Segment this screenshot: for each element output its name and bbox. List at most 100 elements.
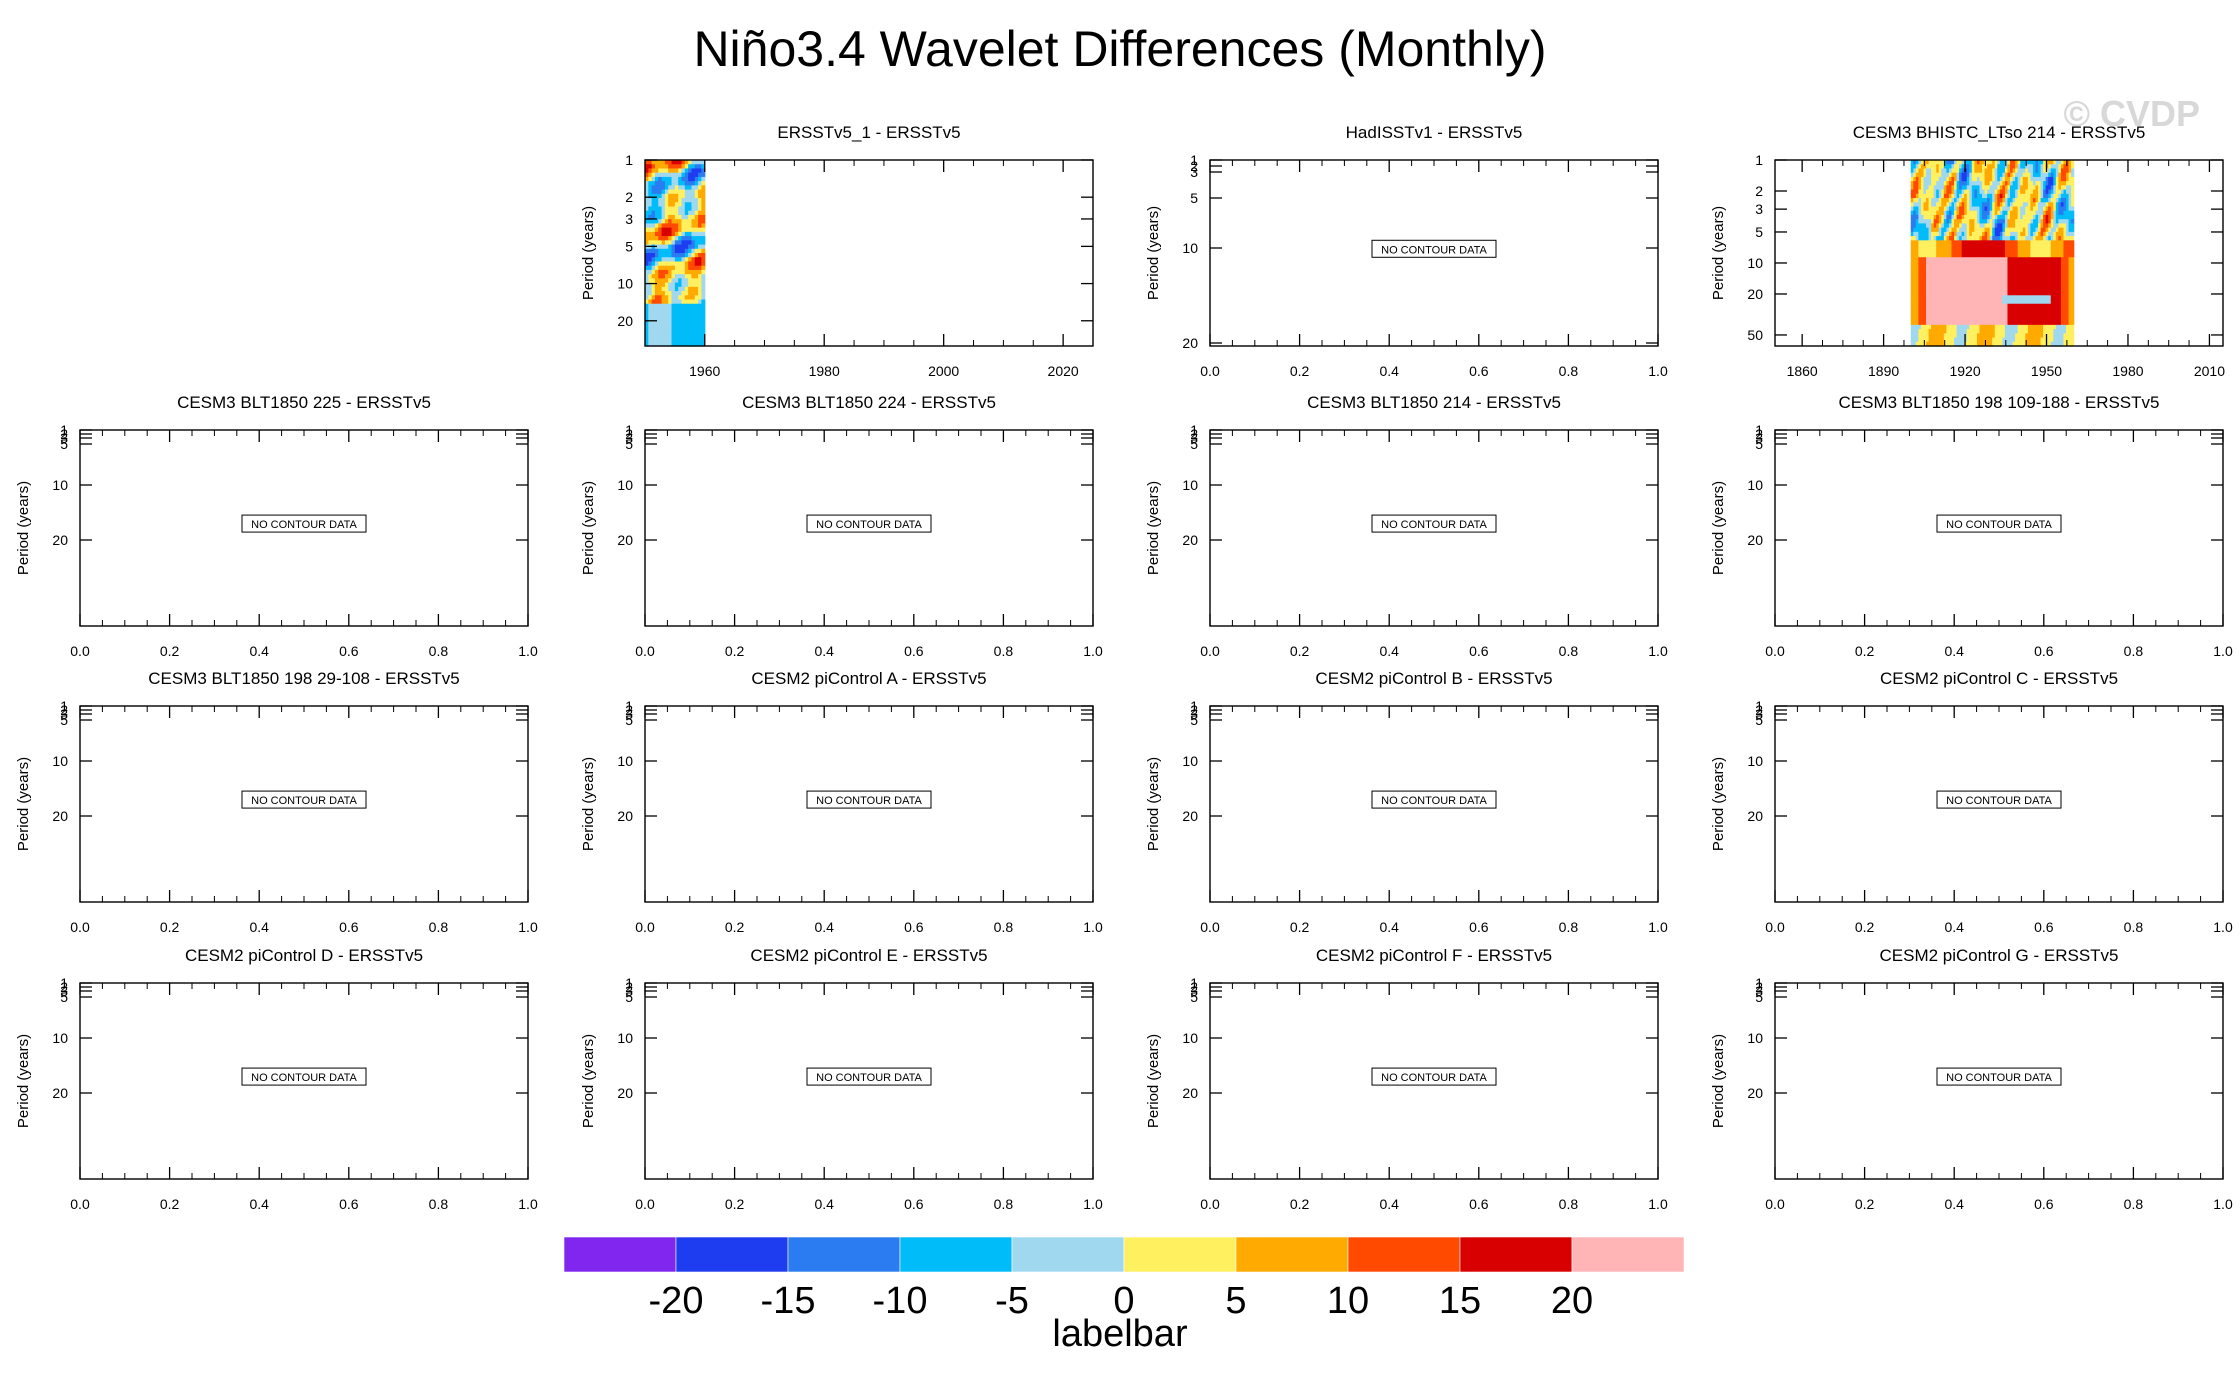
contour-cell: [1915, 312, 1919, 318]
contour-cell: [2048, 223, 2052, 229]
contour-cell: [1959, 236, 1963, 241]
contour-cell: [701, 265, 706, 271]
contour-cell: [1956, 227, 1960, 233]
contour-cell: [2068, 324, 2072, 330]
contour-cell: [671, 269, 676, 275]
contour-cell: [691, 312, 696, 318]
contour-cell: [2045, 219, 2049, 225]
contour-cell: [1971, 312, 1975, 318]
contour-cell: [648, 160, 653, 165]
contour-cell: [1961, 248, 1965, 254]
contour-cell: [1938, 333, 1942, 339]
contour-cell: [2017, 333, 2021, 339]
contour-cell: [2068, 274, 2072, 279]
contour-cell: [2048, 210, 2052, 216]
contour-cell: [2017, 269, 2021, 275]
contour-cell: [661, 282, 666, 288]
contour-cell: [1928, 181, 1932, 186]
contour-cell: [668, 307, 673, 313]
contour-cell: [2030, 231, 2034, 237]
y-tick-label: 2: [60, 426, 68, 442]
contour-cell: [1956, 164, 1960, 170]
contour-cell: [648, 286, 653, 292]
contour-cell: [1964, 223, 1968, 229]
contour-cell: [2017, 168, 2021, 174]
contour-cell: [2058, 307, 2062, 313]
contour-cell: [1926, 269, 1930, 275]
contour-cell: [2030, 210, 2034, 216]
contour-cell: [2004, 240, 2009, 246]
contour-cell: [678, 193, 683, 199]
contour-cell: [1979, 164, 1983, 170]
contour-cell: [2025, 164, 2029, 170]
contour-cell: [1994, 329, 1998, 334]
contour-cell: [2030, 189, 2034, 195]
contour-cell: [1959, 214, 1963, 220]
contour-cell: [1971, 265, 1975, 271]
contour-cell: [1979, 312, 1983, 318]
contour-cell: [1974, 219, 1978, 225]
contour-cell: [1971, 253, 1975, 258]
contour-cell: [674, 269, 679, 275]
contour-cell: [1928, 282, 1932, 288]
y-tick-label: 20: [52, 808, 68, 824]
contour-cell: [1938, 223, 1942, 229]
contour-cell: [1954, 181, 1958, 186]
contour-cell: [654, 160, 659, 165]
contour-cell: [1987, 295, 1991, 301]
colorbar-tick-label: -20: [649, 1280, 704, 1322]
contour-cell: [2066, 189, 2070, 195]
y-tick-label: 2: [1755, 183, 1763, 199]
contour-cell: [1923, 324, 1927, 330]
contour-cell: [2032, 278, 2037, 284]
y-tick-label: 10: [1747, 753, 1763, 769]
x-tick-label: 0.2: [160, 643, 180, 659]
x-tick-label: 0.6: [904, 919, 924, 935]
contour-cell: [2038, 172, 2042, 178]
contour-cell: [1946, 248, 1950, 254]
contour-cell: [1941, 320, 1945, 326]
contour-cell: [674, 227, 679, 233]
contour-cell: [2060, 231, 2065, 237]
contour-cell: [1910, 227, 1914, 233]
contour-cell: [1936, 168, 1940, 174]
contour-cell: [1913, 286, 1917, 292]
contour-cell: [1976, 164, 1981, 170]
contour-cell: [1987, 198, 1991, 203]
contour-cell: [2045, 223, 2049, 229]
y-axis-label: Period (years): [1145, 757, 1162, 851]
contour-cell: [2050, 312, 2054, 318]
contour-cell: [1933, 320, 1937, 326]
contour-cell: [1992, 193, 1996, 199]
contour-cell: [2058, 236, 2062, 241]
contour-cell: [2068, 240, 2072, 246]
y-tick-label: 3: [1190, 706, 1198, 722]
contour-cell: [1992, 307, 1996, 313]
contour-cell: [2050, 168, 2054, 174]
y-tick-label: 3: [1190, 164, 1198, 180]
contour-cell: [2032, 168, 2037, 174]
contour-cell: [1987, 206, 1991, 212]
contour-cell: [1948, 329, 1953, 334]
contour-cell: [1959, 219, 1963, 225]
contour-cell: [1994, 261, 1998, 267]
contour-cell: [2025, 291, 2029, 296]
contour-cell: [1969, 164, 1973, 170]
contour-cell: [2040, 176, 2044, 182]
contour-cell: [2043, 189, 2047, 195]
contour-cell: [1994, 316, 1998, 322]
contour-cell: [1923, 176, 1927, 182]
contour-cell: [1989, 265, 1993, 271]
contour-cell: [651, 198, 656, 203]
contour-cell: [1923, 219, 1927, 225]
contour-cell: [2002, 282, 2006, 288]
contour-cell: [694, 172, 699, 178]
contour-cell: [1951, 219, 1955, 225]
contour-cell: [2058, 337, 2062, 343]
panel-title: CESM2 piControl G - ERSSTv5: [1879, 946, 2118, 965]
contour-cell: [1931, 253, 1935, 258]
contour-cell: [2020, 291, 2024, 296]
contour-cell: [1926, 291, 1930, 296]
contour-cell: [1954, 278, 1958, 284]
contour-cell: [1926, 299, 1930, 305]
